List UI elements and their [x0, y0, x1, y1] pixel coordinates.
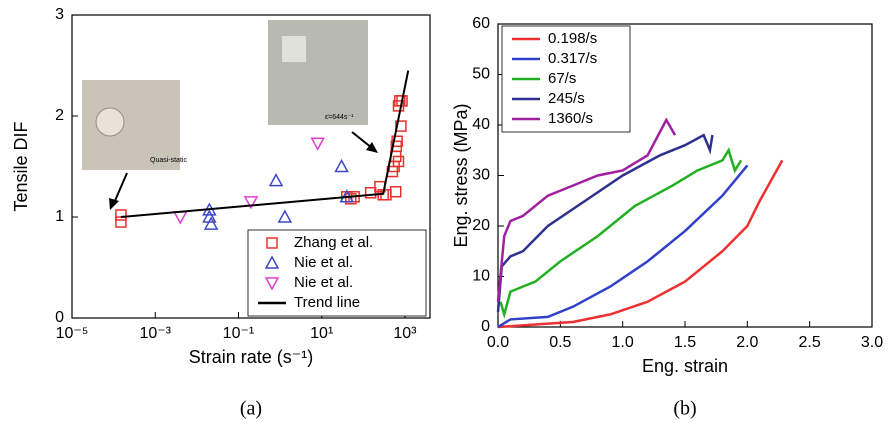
series-line — [497, 159, 784, 329]
x-tick-label: 1.0 — [612, 334, 634, 351]
series-line — [496, 133, 714, 312]
series-line — [499, 147, 743, 319]
series-line — [496, 117, 677, 302]
x-tick-label: 10⁻¹ — [223, 325, 255, 342]
legend-box — [501, 25, 631, 133]
legend-label: 67/s — [548, 70, 576, 87]
y-tick-label: 2 — [55, 107, 64, 124]
x-tick-label: 0.5 — [549, 334, 571, 351]
photo-dynamic — [268, 20, 368, 125]
caption: (b) — [673, 398, 696, 420]
marker-triangle — [310, 137, 325, 151]
arrow — [351, 131, 373, 149]
y-tick-label: 10 — [472, 268, 490, 285]
legend-label: 1360/s — [548, 110, 593, 127]
x-tick-label: 2.5 — [799, 334, 821, 351]
legend-label: 0.317/s — [548, 50, 597, 67]
marker-square — [115, 209, 127, 221]
y-tick-label: 1 — [55, 208, 64, 225]
photo-sample — [282, 36, 306, 62]
marker-square — [364, 187, 377, 199]
y-tick-label: 0 — [481, 318, 490, 335]
marker-triangle — [203, 216, 219, 230]
marker-square — [115, 216, 127, 228]
y-axis-label: Tensile DIF — [11, 121, 31, 211]
marker-triangle — [268, 173, 284, 187]
x-tick-label: 10⁻³ — [139, 325, 171, 342]
series-line — [120, 70, 410, 218]
y-tick-label: 20 — [472, 217, 490, 234]
legend-label: 245/s — [548, 90, 585, 107]
photo-sample — [95, 107, 125, 137]
y-tick-label: 40 — [472, 116, 490, 133]
y-tick-label: 30 — [472, 167, 490, 184]
marker-triangle — [173, 211, 188, 225]
caption: (a) — [240, 398, 262, 420]
x-tick-label: 2.0 — [736, 334, 758, 351]
legend-label: Zhang et al. — [294, 234, 373, 251]
marker-triangle — [264, 277, 280, 291]
x-axis-label: Eng. strain — [642, 356, 728, 376]
marker-square — [391, 135, 403, 147]
x-tick-label: 3.0 — [861, 334, 883, 351]
marker-square — [266, 237, 278, 249]
x-tick-label: 1.5 — [674, 334, 696, 351]
marker-square — [389, 186, 402, 198]
legend-label: Nie et al. — [294, 274, 353, 291]
marker-triangle — [243, 196, 259, 210]
legend-label: Trend line — [294, 294, 360, 311]
marker-triangle — [277, 209, 293, 223]
marker-triangle — [264, 255, 280, 269]
x-axis-label: Strain rate (s⁻¹) — [189, 347, 314, 367]
x-tick-label: 10¹ — [310, 325, 333, 342]
x-tick-label: 10⁻⁵ — [56, 325, 89, 342]
marker-triangle — [334, 158, 349, 173]
marker-square — [345, 193, 357, 205]
arrow-head — [109, 198, 119, 210]
y-tick-label: 0 — [55, 309, 64, 326]
arrow — [113, 172, 128, 204]
y-axis-label: Eng. stress (MPa) — [451, 103, 471, 247]
photo-caption: ε̇=644s⁻¹ — [325, 114, 354, 121]
marker-square — [392, 155, 405, 168]
plot-frame — [71, 14, 431, 319]
series-line — [497, 164, 749, 329]
marker-square — [395, 120, 407, 132]
y-tick-label: 60 — [472, 15, 490, 32]
legend-label: Nie et al. — [294, 254, 353, 271]
y-tick-label: 3 — [55, 6, 64, 23]
arrow-head — [366, 142, 378, 153]
legend-label: 0.198/s — [548, 30, 597, 47]
photo-caption: Quasi-static — [150, 157, 187, 164]
x-tick-label: 0.0 — [487, 334, 509, 351]
y-tick-label: 50 — [472, 66, 490, 83]
x-tick-label: 10³ — [393, 325, 417, 342]
